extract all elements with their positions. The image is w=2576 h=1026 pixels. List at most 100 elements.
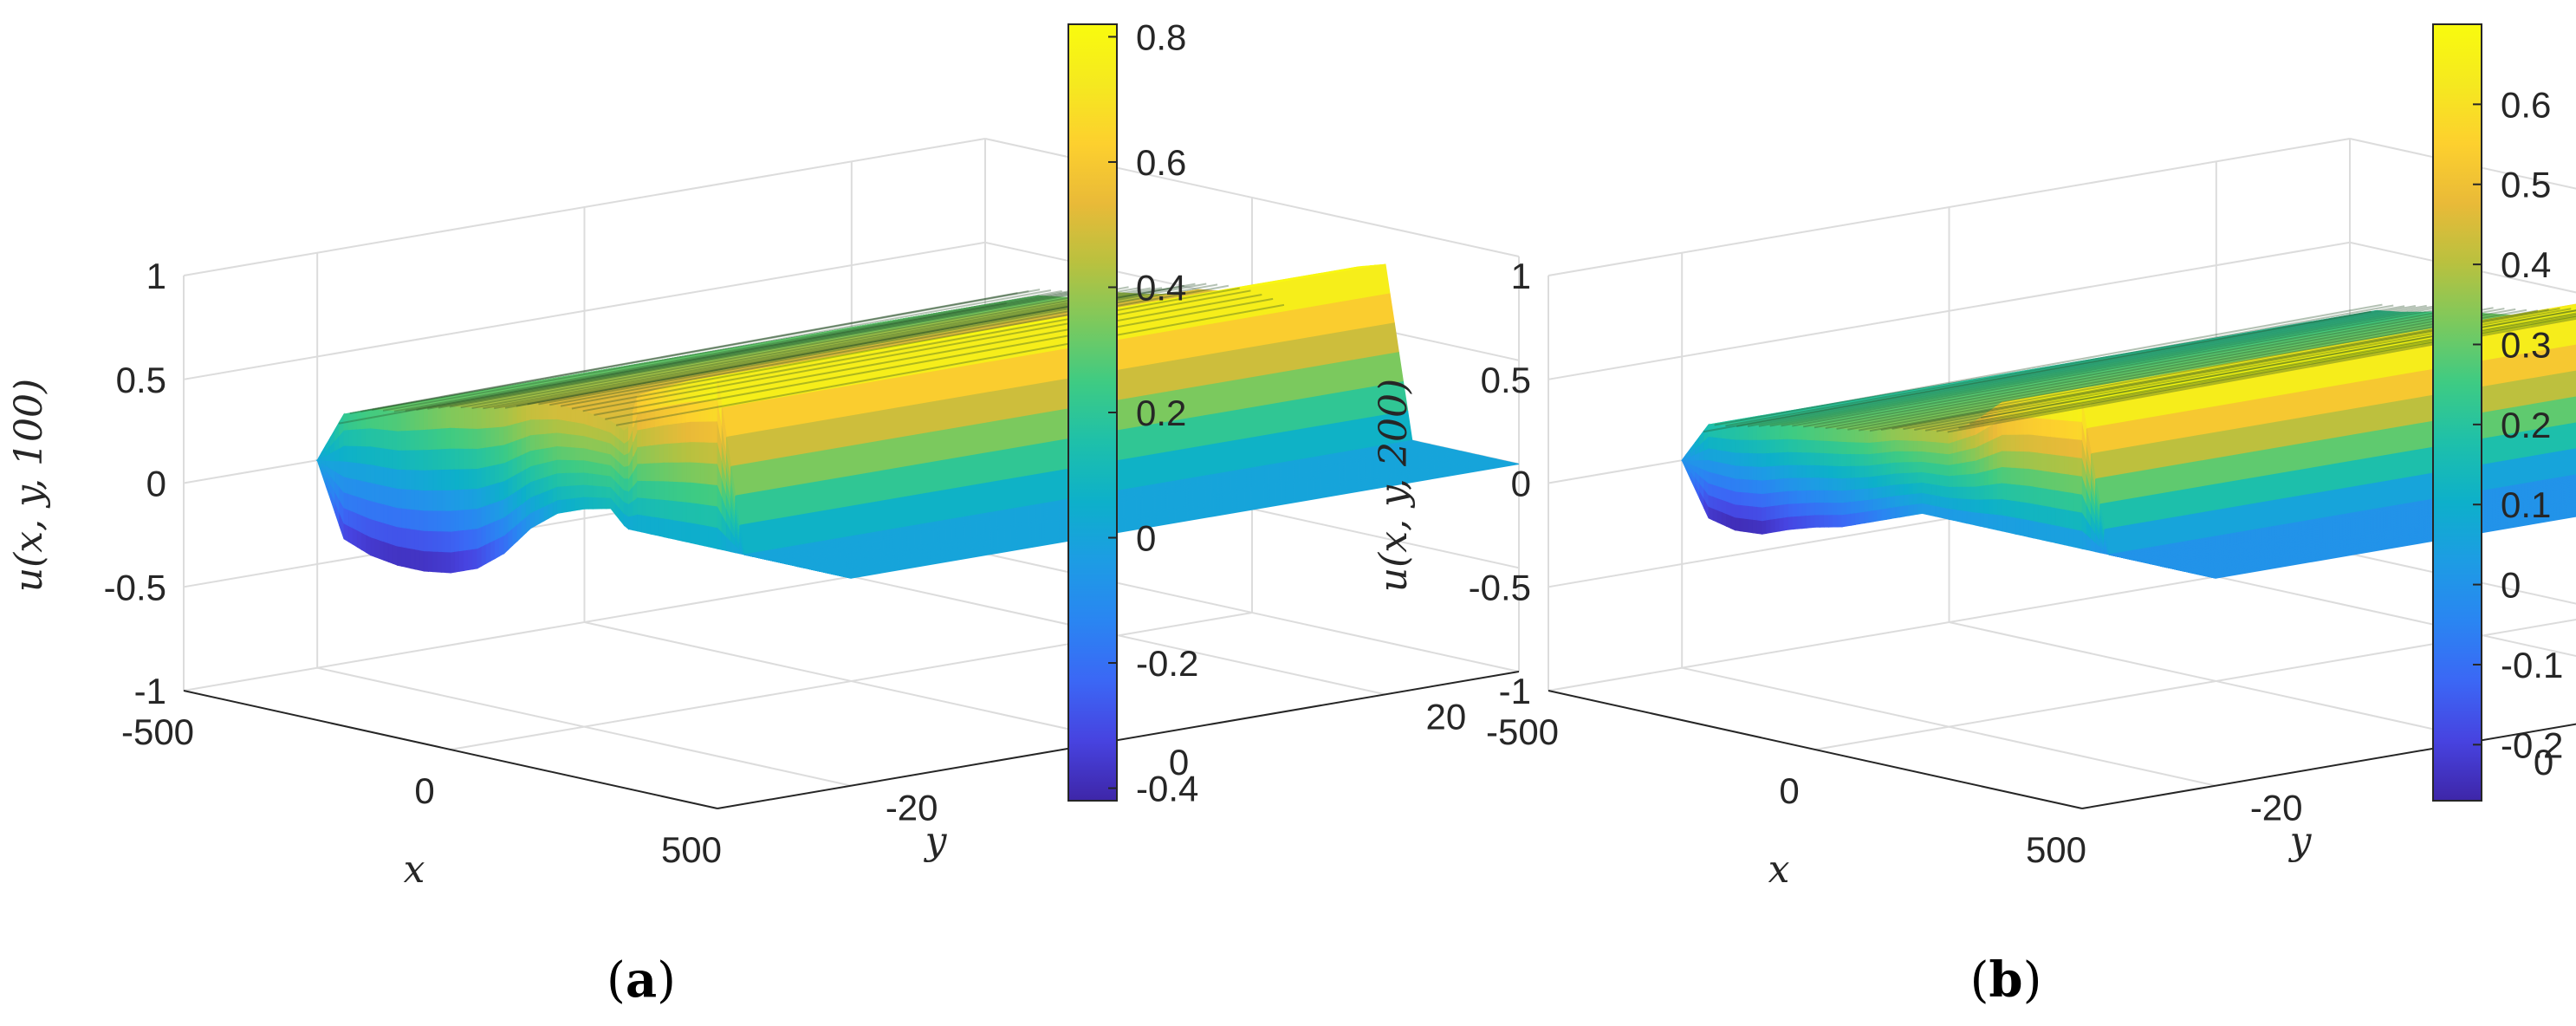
surface-front-cell	[1766, 425, 1772, 440]
surface-front-cell	[654, 443, 660, 464]
surface-front-cell	[1908, 461, 1914, 473]
surface-front-cell	[574, 433, 581, 449]
surface-front-cell	[668, 461, 674, 482]
surface-front-cell	[1881, 507, 1887, 521]
colorbar-tick-label: 0	[1136, 518, 1156, 559]
surface-front-cell	[1775, 477, 1781, 493]
surface-front-cell	[374, 446, 380, 467]
surface-front-cell	[428, 407, 434, 430]
surface-front-cell	[1788, 425, 1794, 440]
surface-front-cell	[1766, 478, 1772, 494]
surface-front-cell	[1877, 485, 1883, 499]
surface-front-cell	[1854, 453, 1860, 466]
surface-front-cell	[646, 462, 652, 482]
surface-front-cell	[383, 447, 389, 469]
surface-front-cell	[1895, 472, 1901, 485]
surface-front-cell	[1756, 438, 1763, 454]
surface-front-cell	[1948, 451, 1954, 465]
surface-front-cell	[1801, 489, 1807, 503]
surface-front-cell	[637, 445, 643, 464]
surface-front-cell	[503, 477, 509, 500]
surface-front-cell	[1823, 439, 1830, 454]
surface-front-cell	[1762, 478, 1768, 495]
surface-front-cell	[2073, 456, 2079, 477]
z-tick-label: -1	[134, 671, 166, 711]
surface-front-cell	[1885, 506, 1891, 520]
surface-front-cell	[1979, 456, 1985, 473]
surface-front-cell	[587, 436, 594, 451]
surface-front-cell	[2068, 473, 2074, 494]
surface-front-cell	[601, 451, 607, 465]
surface-front-cell	[1979, 470, 1985, 486]
surface-front-cell	[370, 445, 376, 466]
surface-front-cell	[1743, 438, 1749, 453]
surface-front-cell	[1966, 497, 1972, 512]
surface-front-cell	[445, 551, 451, 574]
surface-front-cell	[1788, 477, 1794, 491]
surface-front-cell	[708, 462, 714, 485]
surface-front-cell	[450, 550, 456, 574]
surface-front-cell	[1819, 427, 1825, 441]
surface-front-cell	[654, 425, 660, 445]
surface-front-cell	[406, 429, 412, 451]
surface-front-cell	[677, 519, 683, 542]
surface-front-cell	[464, 529, 470, 551]
surface-front-cell	[1921, 450, 1927, 463]
surface-front-cell	[601, 474, 607, 487]
surface-front-cell	[1939, 431, 1945, 444]
surface-front-cell	[570, 407, 576, 423]
surface-front-cell	[1921, 460, 1927, 473]
surface-front-cell	[681, 461, 687, 483]
surface-front-cell	[464, 427, 470, 449]
surface-front-cell	[1783, 503, 1789, 518]
z-tick-label: 1	[1511, 256, 1531, 296]
grid-line	[1681, 666, 2216, 787]
surface-front-cell	[1872, 475, 1878, 489]
surface-front-cell	[1726, 463, 1732, 478]
surface-front-cell	[441, 550, 447, 574]
surface-front-cell	[2019, 517, 2025, 537]
z-tick-label: 1	[146, 256, 166, 296]
surface-front-cell	[1793, 477, 1799, 491]
surface-front-cell	[1846, 477, 1852, 490]
surface-front-cell	[646, 497, 652, 517]
surface-front-cell	[566, 419, 572, 435]
surface-front-cell	[1770, 438, 1776, 453]
surface-front-cell	[374, 483, 380, 504]
surface-front-cell	[1877, 508, 1883, 522]
surface-front-cell	[650, 497, 656, 517]
surface-front-cell	[535, 463, 541, 481]
surface-front-cell	[1881, 462, 1887, 476]
surface-front-cell	[1877, 497, 1883, 510]
surface-front-cell	[1810, 514, 1816, 529]
surface-front-cell	[690, 461, 696, 484]
x-tick-label: -500	[1486, 711, 1559, 752]
surface-front-cell	[1708, 458, 1714, 473]
surface-front-cell	[2019, 450, 2025, 469]
surface-front-cell	[2006, 450, 2012, 468]
y-tick-label: 0	[1169, 742, 1189, 782]
surface-front-cell	[548, 404, 554, 419]
surface-front-cell	[681, 441, 687, 463]
surface-front-cell	[597, 415, 603, 431]
colorbar-tick-label: 0	[2501, 565, 2521, 606]
surface-front-cell	[1993, 467, 1999, 484]
surface-front-cell	[499, 462, 505, 483]
colorbar-tick-label: 0.2	[1136, 393, 1186, 433]
surface-front-cell	[1948, 508, 1954, 521]
surface-front-cell	[1988, 513, 1994, 530]
surface-front-cell	[428, 489, 434, 511]
surface-front-cell	[1823, 489, 1830, 503]
surface-front-cell	[601, 462, 607, 476]
surface-front-cell	[1993, 451, 1999, 470]
y-axis-line	[717, 671, 1520, 809]
surface-front-cell	[441, 510, 447, 532]
surface-front-cell	[695, 482, 701, 504]
surface-front-cell	[2015, 466, 2021, 485]
surface-front-cell	[2060, 419, 2066, 438]
surface-front-cell	[1779, 451, 1785, 466]
surface-front-cell	[1921, 439, 1927, 452]
surface-front-cell	[1806, 502, 1812, 516]
surface-front-cell	[659, 498, 665, 519]
surface-front-cell	[1797, 515, 1803, 529]
